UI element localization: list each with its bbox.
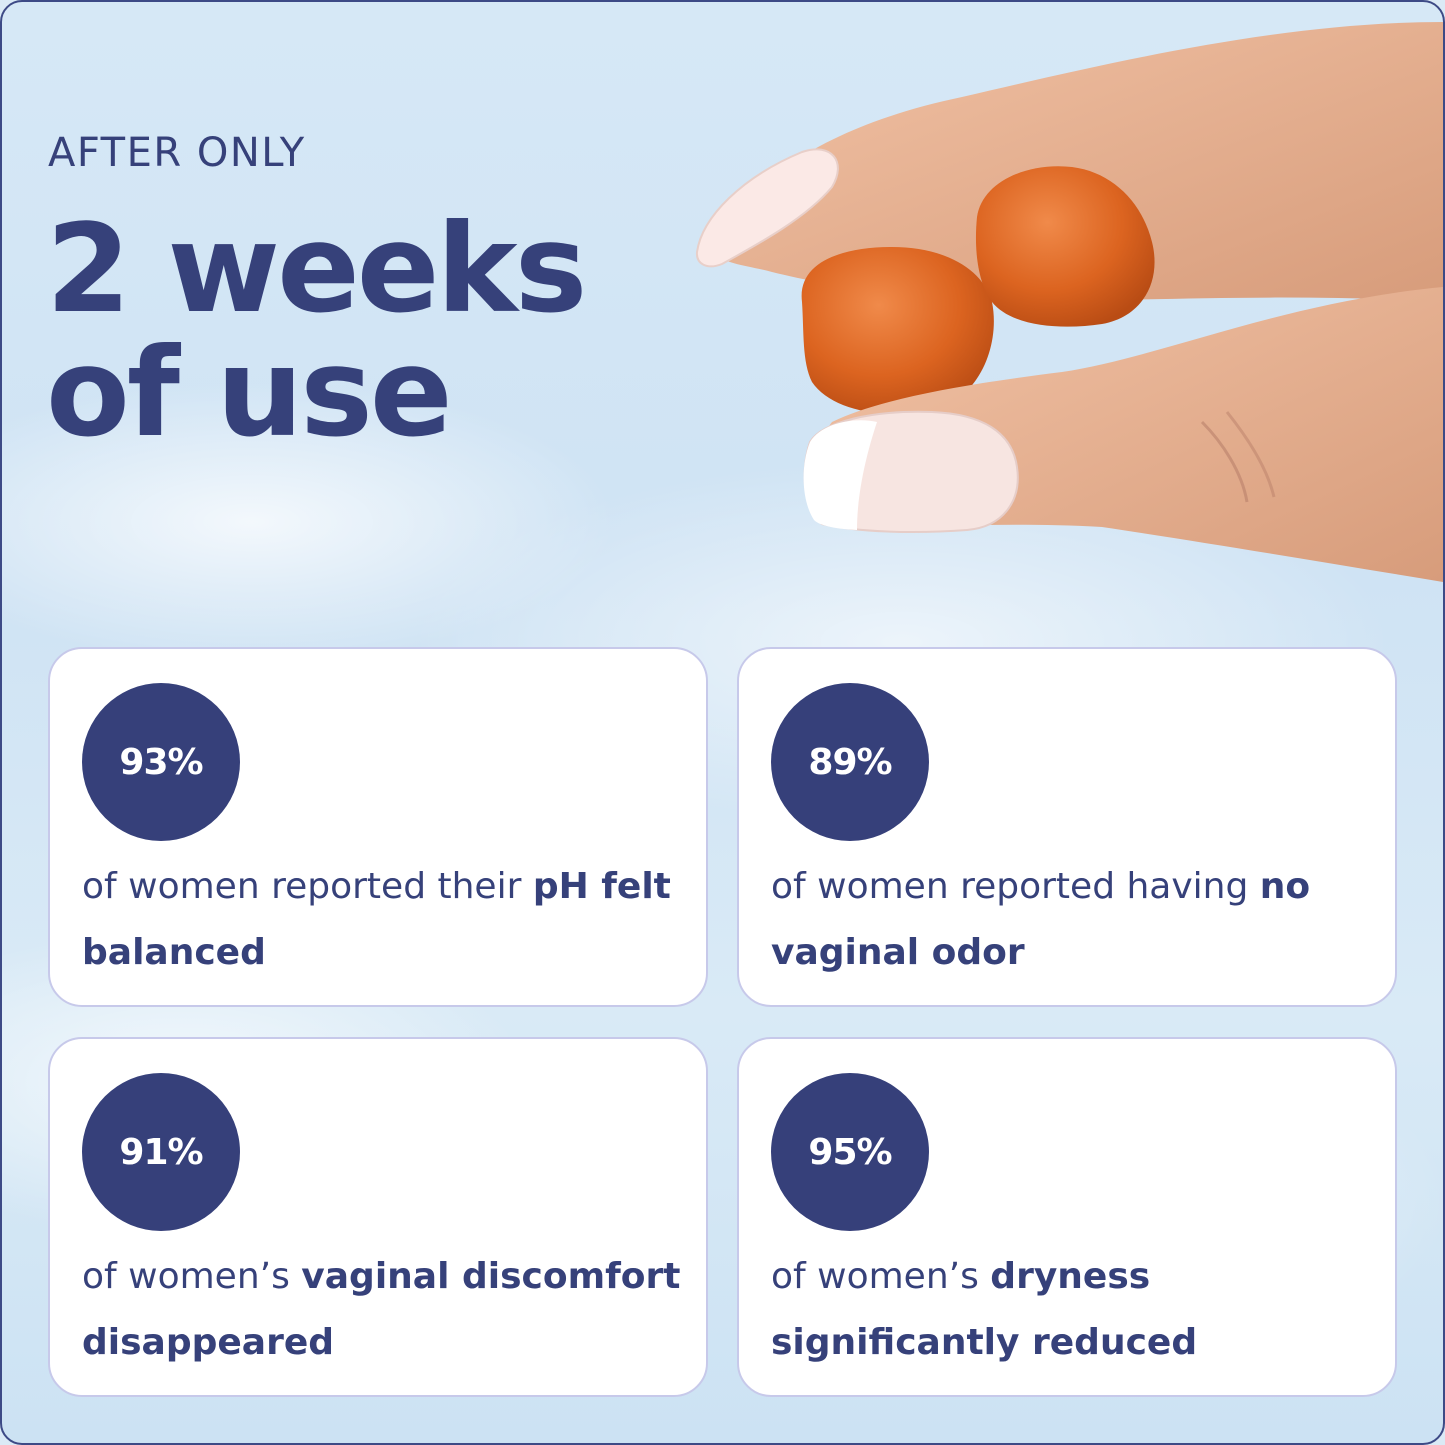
headline-line-2: of use <box>46 322 453 464</box>
stat-percent-badge: 95% <box>771 1073 929 1231</box>
stat-percent-badge: 89% <box>771 683 929 841</box>
top-fingernail <box>695 148 839 268</box>
stat-description: of women’s dryness significantly reduced <box>771 1244 1371 1376</box>
stat-percent-badge: 91% <box>82 1073 240 1231</box>
stat-description: of women reported their pH felt balanced <box>82 854 682 986</box>
stat-text-regular: of women reported their <box>82 866 533 907</box>
stat-text-bold: dryness significantly reduced <box>771 1256 1198 1363</box>
stat-text-bold: no vaginal odor <box>771 866 1311 973</box>
stat-text-regular: of women’s <box>82 1256 302 1297</box>
headline-line-1: 2 weeks <box>46 198 587 340</box>
stat-card-odor: 89% of women reported having no vaginal … <box>737 647 1397 1007</box>
stat-percent-badge: 93% <box>82 683 240 841</box>
stat-card-dryness: 95% of women’s dryness significantly red… <box>737 1037 1397 1397</box>
hand-holding-gummies-image <box>695 22 1443 582</box>
stat-card-ph: 93% of women reported their pH felt bala… <box>48 647 708 1007</box>
stat-text-bold: pH felt balanced <box>82 866 671 973</box>
stat-description: of women reported having no vaginal odor <box>771 854 1371 986</box>
stat-card-discomfort: 91% of women’s vaginal discomfort disapp… <box>48 1037 708 1397</box>
stat-description: of women’s vaginal discomfort disappeare… <box>82 1244 682 1376</box>
gummy-left <box>801 247 994 414</box>
index-finger <box>712 22 1443 302</box>
stat-text-regular: of women reported having <box>771 866 1260 907</box>
stat-text-regular: of women’s <box>771 1256 991 1297</box>
stat-text-bold: vaginal discomfort disappeared <box>82 1256 681 1363</box>
eyebrow-text: AFTER ONLY <box>48 130 306 176</box>
headline: 2 weeks of use <box>46 207 587 455</box>
gummy-right <box>975 166 1155 327</box>
